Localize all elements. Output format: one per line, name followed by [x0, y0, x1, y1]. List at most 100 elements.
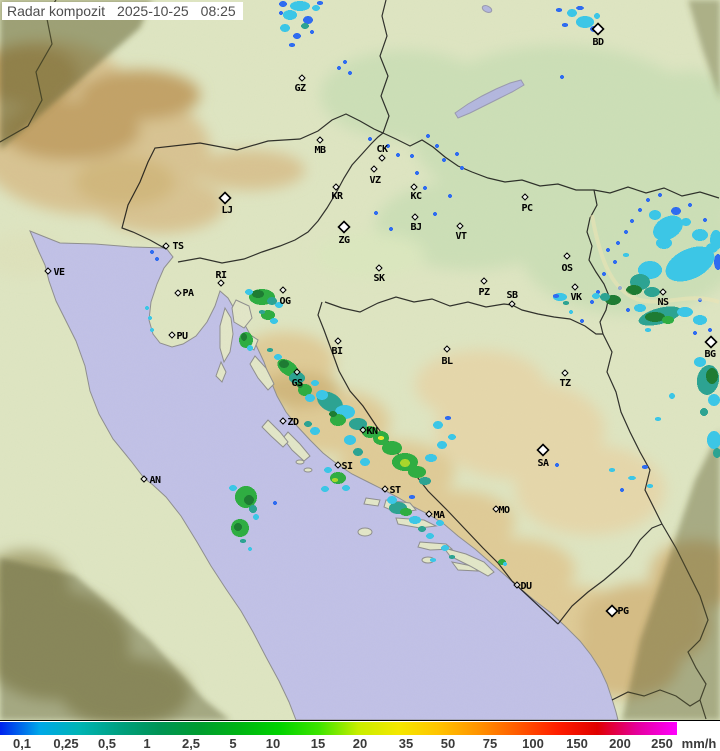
city-kn: KN [359, 426, 378, 437]
radar-cell [433, 212, 437, 216]
radar-cell [368, 137, 372, 141]
radar-cell [616, 241, 620, 245]
radar-cell [248, 547, 252, 551]
city-kc: KC [410, 183, 422, 202]
city-marker-gs-diamond-icon [293, 368, 301, 376]
city-label-ts: TS [172, 241, 184, 252]
radar-cell [620, 488, 624, 492]
city-marker-sa-capital-diamond-icon [536, 443, 550, 457]
city-ve: VE [44, 267, 65, 278]
legend-value: 75 [482, 736, 498, 751]
radar-cell [700, 408, 708, 416]
city-gz: GZ [294, 74, 306, 94]
radar-cell [563, 301, 569, 305]
radar-map-svg: GZ BD MB CK VZ KR KC PC LJ ZG BJ VT TS OS VE SK RI PA OG PZ… [0, 0, 720, 720]
radar-cell [330, 472, 346, 484]
radar-cell [645, 312, 665, 322]
city-label-si: SI [341, 461, 353, 472]
city-marker-ns-diamond-icon [659, 288, 667, 296]
city-label-ma: MA [433, 510, 445, 521]
city-label-kn: KN [366, 426, 378, 437]
city-marker-ma-diamond-icon [425, 510, 433, 518]
legend-color-bar [0, 722, 677, 735]
city-label-os: OS [561, 263, 573, 274]
radar-cell [245, 289, 253, 295]
city-pu: PU [168, 331, 188, 342]
radar-cell [600, 293, 610, 301]
radar-cell [249, 505, 257, 513]
radar-cell [229, 485, 237, 491]
city-label-pg: PG [617, 606, 629, 617]
radar-cell [274, 354, 282, 360]
city-label-gz: GZ [294, 83, 306, 94]
city-label-vt: VT [455, 231, 467, 242]
radar-cell [329, 411, 337, 417]
city-marker-ck-diamond-icon [378, 154, 386, 162]
city-marker-mb-diamond-icon [316, 136, 324, 144]
city-marker-si-diamond-icon [334, 461, 342, 469]
radar-cell [644, 287, 660, 297]
radar-cell [386, 144, 390, 148]
city-label-vz: VZ [369, 175, 381, 186]
radar-cell [646, 198, 650, 202]
radar-cell [662, 316, 674, 324]
radar-time: 08:25 [200, 3, 236, 19]
radar-cell [148, 316, 152, 320]
radar-cell [283, 10, 297, 20]
city-lj: LJ [218, 191, 233, 216]
city-label-ns: NS [657, 297, 669, 308]
radar-cell [567, 9, 577, 17]
radar-cell [316, 390, 328, 400]
radar-cell [312, 5, 320, 11]
radar-cell [267, 348, 273, 352]
legend-value: 0,5 [97, 736, 117, 751]
legend-value: 5 [229, 736, 237, 751]
radar-cell [419, 477, 431, 485]
radar-cell [150, 250, 154, 254]
city-label-du: DU [520, 581, 532, 592]
radar-cell [449, 555, 455, 559]
radar-cell [259, 310, 265, 314]
city-label-pc: PC [521, 203, 533, 214]
radar-cell [669, 393, 675, 399]
radar-cell [647, 484, 653, 488]
radar-cell [658, 193, 662, 197]
legend-value: 150 [566, 736, 588, 751]
radar-cell [426, 134, 430, 138]
city-marker-og-diamond-icon [279, 286, 287, 294]
radar-cell [378, 436, 384, 440]
legend-value: 200 [609, 736, 631, 751]
city-marker-sb-diamond-icon [508, 300, 516, 308]
radar-cell [642, 465, 648, 469]
city-label-bd: BD [592, 37, 604, 48]
radar-cell [436, 520, 444, 526]
city-mb: MB [314, 136, 326, 156]
radar-cell [576, 16, 594, 28]
radar-cell [441, 545, 449, 551]
radar-cell [247, 345, 253, 351]
city-zd: ZD [279, 417, 299, 428]
legend: 0,1 0,25 0,5 1 2,5 5 10 15 20 35 50 75 100 150 200 250 m… [0, 721, 720, 751]
radar-cell [303, 16, 313, 24]
city-si: SI [334, 461, 353, 472]
radar-cell [693, 315, 707, 325]
city-marker-kr-diamond-icon [332, 183, 340, 191]
radar-cell [279, 360, 289, 368]
legend-value: 35 [398, 736, 414, 751]
city-marker-gz-diamond-icon [298, 74, 306, 82]
radar-cell [688, 203, 692, 207]
radar-cell [150, 328, 154, 332]
radar-cell [273, 501, 277, 505]
app-title: Radar kompozit [7, 3, 106, 19]
city-marker-st-diamond-icon [381, 485, 389, 493]
city-marker-ve-diamond-icon [44, 267, 52, 275]
city-an: AN [140, 475, 161, 486]
radar-cell [703, 218, 707, 222]
radar-cell [430, 558, 436, 562]
radar-cell [348, 71, 352, 75]
radar-cell [596, 290, 600, 294]
radar-cell [626, 308, 630, 312]
terrain-grain [0, 0, 720, 720]
city-label-ri: RI [215, 270, 227, 281]
cities-layer: GZ BD MB CK VZ KR KC PC LJ ZG BJ VT TS OS VE SK RI PA OG PZ… [44, 22, 718, 618]
